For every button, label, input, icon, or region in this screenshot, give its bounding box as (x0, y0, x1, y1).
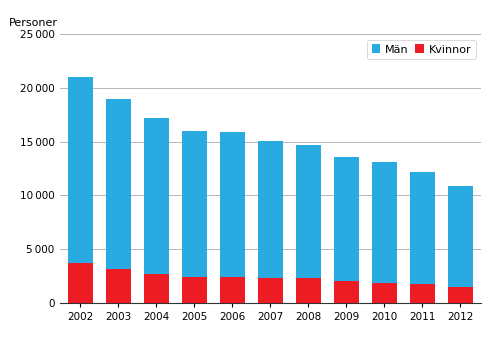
Bar (410, 172, 434, 284)
Bar (258, 278, 283, 303)
Bar (334, 281, 359, 303)
Bar (258, 141, 283, 278)
Bar (144, 118, 169, 274)
Bar (144, 274, 169, 303)
Legend: Män, Kvinnor: Män, Kvinnor (367, 40, 476, 59)
Bar (106, 269, 131, 303)
Bar (448, 186, 473, 287)
Bar (334, 157, 359, 281)
Bar (296, 145, 320, 278)
Bar (220, 277, 245, 303)
Bar (68, 77, 93, 263)
Bar (106, 99, 131, 269)
Text: Personer: Personer (9, 18, 58, 28)
Bar (448, 287, 473, 303)
Bar (68, 263, 93, 303)
Bar (372, 283, 397, 303)
Bar (372, 162, 397, 283)
Bar (410, 284, 434, 303)
Bar (182, 131, 207, 277)
Bar (220, 132, 245, 277)
Bar (182, 277, 207, 303)
Bar (296, 278, 320, 303)
